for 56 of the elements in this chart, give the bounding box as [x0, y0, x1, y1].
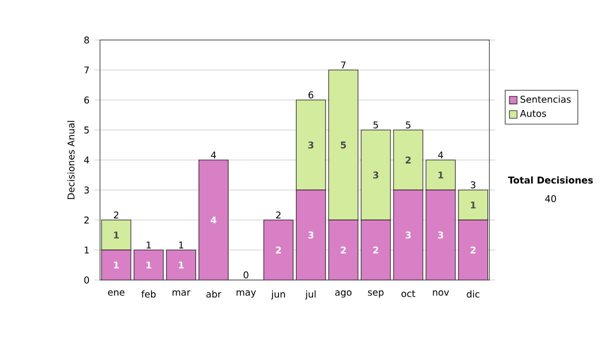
data-label: 2	[340, 246, 346, 254]
total-label: 1	[179, 242, 184, 248]
total-label: 7	[341, 62, 346, 68]
y-tick-label: 2	[84, 216, 89, 224]
data-label: 2	[373, 246, 378, 254]
y-tick-label: 7	[84, 66, 89, 74]
y-tick-label: 1	[84, 246, 89, 254]
x-tick-label: feb	[141, 290, 156, 298]
y-tick-label: 6	[84, 96, 90, 104]
y-tick-label: 3	[84, 186, 89, 194]
text: Total Decisiones	[508, 176, 593, 184]
data-label: 1	[114, 232, 119, 238]
data-label: 3	[406, 231, 411, 239]
x-tick-label: dic	[466, 290, 480, 298]
legend-label: Sentencias	[520, 96, 571, 103]
data-label: 1	[114, 262, 119, 268]
total-label: 3	[470, 181, 476, 188]
data-label: 3	[438, 231, 444, 239]
total-label: 4	[211, 152, 216, 158]
x-tick-label: sep	[368, 290, 384, 298]
total-label: 2	[276, 211, 280, 218]
total-label: 0	[244, 271, 248, 278]
data-label: 2	[276, 246, 281, 254]
x-tick-label: mar	[172, 290, 190, 296]
text: 40	[545, 195, 556, 202]
data-label: 2	[470, 246, 476, 254]
x-tick-label: ago	[335, 290, 352, 298]
y-axis-title: Decisiones Anual	[67, 120, 74, 199]
y-tick-label: 4	[84, 156, 90, 164]
y-tick-label: 5	[84, 126, 89, 134]
data-label: 5	[340, 142, 346, 148]
data-label: 3	[308, 141, 314, 149]
total-label: 5	[374, 121, 378, 128]
data-label: 3	[308, 231, 314, 239]
x-tick-label: jul	[305, 290, 316, 300]
y-tick-label: 8	[84, 36, 89, 44]
data-label: 3	[373, 171, 378, 179]
data-label: 1	[438, 172, 444, 178]
x-tick-label: abr	[206, 290, 222, 298]
data-label: 2	[406, 156, 411, 164]
legend-label: Autos	[520, 110, 546, 117]
total-label: 5	[406, 121, 410, 128]
x-tick-label: ene	[108, 290, 124, 296]
x-tick-label: jun	[271, 290, 285, 300]
y-tick-label: 0	[84, 276, 89, 284]
total-label: 2	[114, 211, 118, 218]
total-label: 1	[146, 242, 151, 248]
data-label: 1	[146, 262, 152, 268]
data-label: 4	[210, 216, 216, 224]
x-tick-label: may	[236, 290, 256, 298]
x-tick-label: oct	[401, 290, 416, 298]
total-label: 4	[438, 152, 444, 158]
data-label: 1	[470, 202, 476, 208]
x-tick-label: nov	[432, 290, 449, 296]
total-label: 6	[308, 91, 314, 98]
data-label: 1	[178, 262, 184, 268]
